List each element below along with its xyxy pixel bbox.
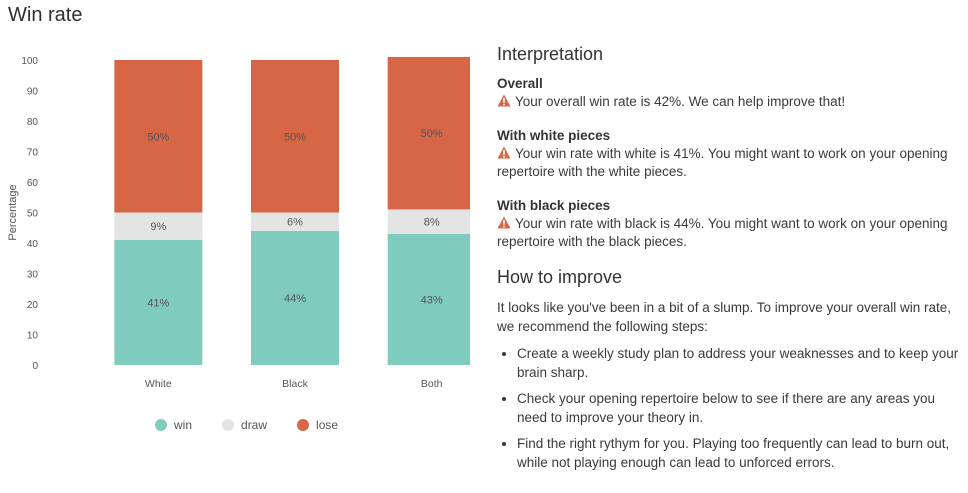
section-text-black: Your win rate with black is 44%. You mig… (497, 216, 948, 249)
y-tick-label: 40 (27, 239, 39, 250)
data-label: 50% (284, 131, 306, 143)
section-overall: Overall Your overall win rate is 42%. We… (497, 75, 962, 111)
y-tick-label: 50 (27, 209, 39, 220)
bar-lose-black[interactable] (251, 60, 339, 213)
y-tick-label: 10 (27, 331, 39, 342)
bar-win-black[interactable] (251, 230, 339, 365)
data-label: 43% (421, 294, 443, 306)
legend-swatch-win (155, 419, 167, 431)
x-tick-label: White (145, 378, 172, 390)
improve-heading: How to improve (497, 267, 623, 287)
legend-item-lose[interactable]: lose (297, 418, 338, 432)
data-label: 50% (147, 131, 169, 143)
legend-swatch-lose (297, 419, 310, 431)
y-axis-label: Percentage (7, 184, 19, 240)
y-tick-label: 60 (27, 178, 39, 189)
list-item: Find the right rythym for you. Playing t… (517, 434, 962, 472)
list-item: Check your opening repertoire below to s… (517, 389, 962, 427)
data-label: 44% (284, 293, 306, 305)
legend-label-lose: lose (316, 418, 339, 432)
bar-draw-black[interactable] (251, 212, 339, 231)
improve-intro: It looks like you've been in a bit of a … (497, 300, 952, 334)
section-text-white: Your win rate with white is 41%. You mig… (497, 146, 948, 179)
data-label: 41% (147, 297, 169, 309)
interpretation-heading: Interpretation (497, 44, 604, 64)
warning-icon (497, 146, 511, 159)
section-title-overall: Overall (497, 76, 543, 91)
improve-steps: Create a weekly study plan to address yo… (497, 344, 962, 472)
bar-lose-white[interactable] (114, 60, 203, 213)
legend-label-draw: draw (241, 418, 268, 432)
y-tick-label: 0 (32, 361, 38, 372)
bar-win-both[interactable] (387, 233, 470, 365)
section-text-overall: Your overall win rate is 42%. We can hel… (515, 94, 846, 109)
data-label: 6% (287, 217, 303, 229)
data-label: 9% (150, 221, 166, 233)
warning-icon (497, 216, 511, 229)
x-tick-label: Both (421, 378, 443, 390)
interpretation-panel: Interpretation Overall Your overall win … (497, 44, 962, 479)
y-tick-label: 30 (27, 270, 39, 281)
legend-item-win[interactable]: win (155, 418, 192, 432)
bar-draw-both[interactable] (387, 209, 470, 234)
y-tick-label: 100 (21, 56, 38, 67)
section-black: With black pieces Your win rate with bla… (497, 197, 962, 251)
y-tick-label: 20 (27, 300, 39, 311)
legend-item-draw[interactable]: draw (222, 418, 267, 432)
win-rate-chart: 0 10 20 30 40 50 60 70 80 90 100 Percentage 41% 9% 50%… (7, 56, 470, 390)
section-white: With white pieces Your win rate with whi… (497, 127, 962, 181)
data-label: 8% (424, 217, 440, 229)
x-tick-label: Black (282, 378, 308, 390)
chart-legend: win draw lose (155, 418, 338, 432)
bar-win-white[interactable] (114, 239, 203, 365)
section-title-white: With white pieces (497, 128, 611, 143)
list-item: Create a weekly study plan to address yo… (517, 344, 962, 382)
legend-label-win: win (174, 418, 193, 432)
y-tick-label: 80 (27, 117, 39, 128)
page-title: Win rate (8, 4, 83, 26)
bar-lose-both[interactable] (387, 56, 470, 210)
section-title-black: With black pieces (497, 198, 611, 213)
data-label: 50% (421, 128, 443, 140)
warning-icon (497, 94, 511, 107)
bar-draw-white[interactable] (114, 212, 203, 240)
y-tick-label: 70 (27, 148, 39, 159)
legend-swatch-draw (222, 419, 235, 431)
y-tick-label: 90 (27, 87, 39, 98)
